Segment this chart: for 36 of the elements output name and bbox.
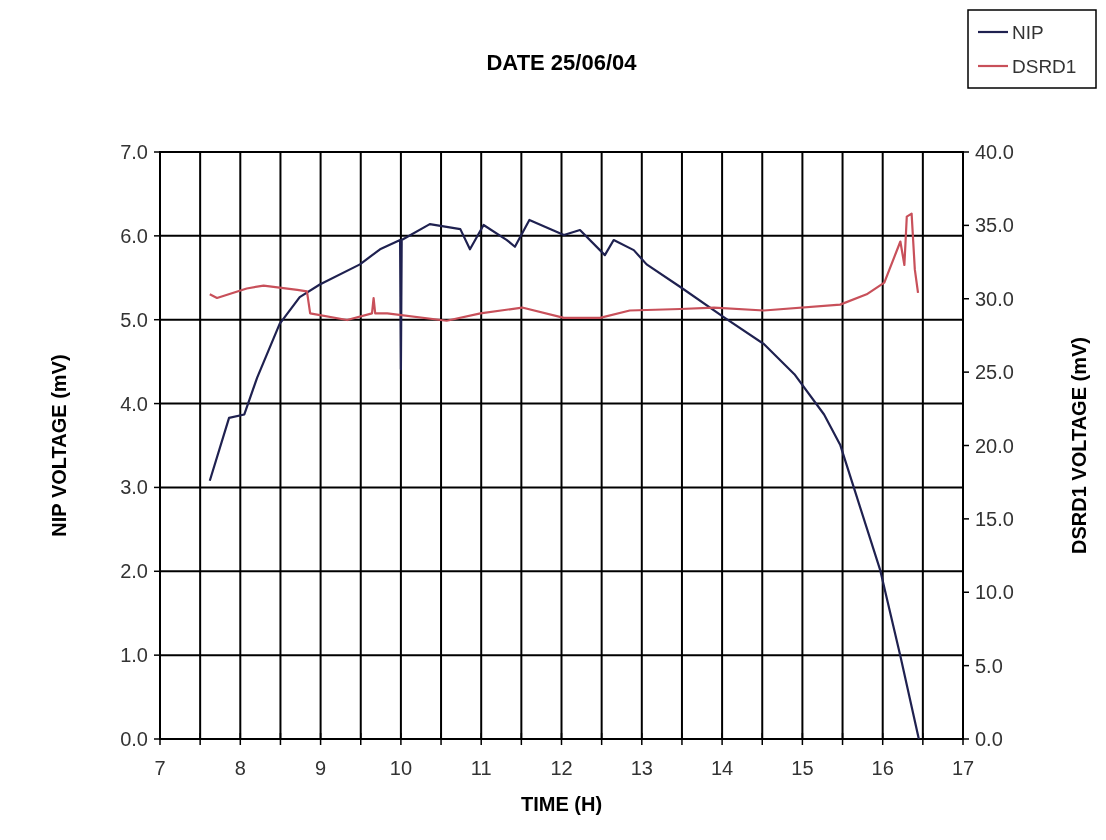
y-tick-label: 0.0: [120, 728, 148, 750]
y2-tick-label: 10.0: [975, 581, 1014, 604]
y2-tick-label: 40.0: [975, 141, 1014, 163]
line-series: [208, 218, 920, 741]
x-tick-label: 7: [154, 757, 166, 779]
y-tick-label: 4.0: [120, 392, 148, 415]
legend-label: DSRD1: [1012, 56, 1077, 77]
y2-tick-label: 20.0: [975, 434, 1014, 457]
y2-tick-label: 30.0: [975, 287, 1014, 310]
y2-tick-label: 0.0: [975, 728, 1003, 750]
y-tick-label: 1.0: [120, 644, 148, 667]
legend-label: NIP: [1012, 22, 1044, 43]
line-series: [208, 212, 920, 322]
x-tick-label: 16: [871, 757, 894, 779]
y2-tick-label: 35.0: [975, 214, 1014, 237]
x-tick-label: 12: [550, 757, 573, 779]
chart-title: DATE 25/06/04: [486, 50, 638, 75]
y-axis-title: NIP VOLTAGE (mV): [48, 354, 70, 537]
y-tick-label: 5.0: [120, 308, 148, 331]
x-axis-title: TIME (H): [520, 793, 603, 815]
x-tick-label: 15: [791, 757, 814, 779]
x-tick-label: 17: [951, 757, 975, 779]
y2-tick-label: 15.0: [975, 507, 1014, 530]
x-tick-label: 14: [710, 757, 734, 779]
x-tick-label: 13: [630, 757, 653, 779]
y-tick-label: 3.0: [120, 476, 148, 499]
y-tick-label: 6.0: [120, 224, 148, 247]
x-tick-label: 9: [315, 757, 327, 779]
y-tick-label: 7.0: [120, 141, 148, 163]
x-tick-label: 11: [470, 757, 492, 779]
y-tick-label: 2.0: [120, 560, 148, 583]
y2-tick-label: 5.0: [975, 654, 1003, 677]
y2-tick-label: 25.0: [975, 361, 1014, 384]
x-tick-label: 10: [389, 757, 413, 779]
x-tick-label: 8: [234, 757, 246, 779]
y2-axis-title: DSRD1 VOLTAGE (mV): [1068, 336, 1090, 555]
